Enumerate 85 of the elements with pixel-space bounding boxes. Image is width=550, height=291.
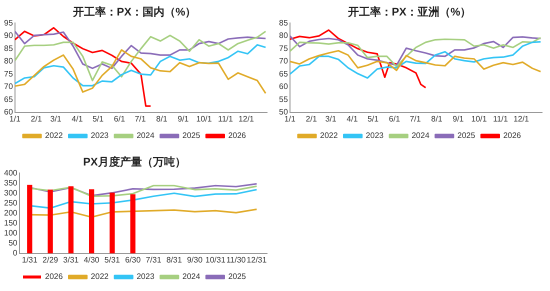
- y-tick-label: 90: [4, 31, 14, 40]
- x-tick-label: 4/1: [346, 114, 358, 124]
- legend-label: 2023: [136, 272, 155, 282]
- x-tick-label: 9/1: [452, 114, 464, 124]
- bar: [68, 186, 74, 254]
- chart-title: 开工率：PX：国内（%）: [72, 6, 196, 19]
- chart-title: 开工率：PX：亚洲（%）: [346, 6, 472, 19]
- x-tick-label: 6/1: [114, 114, 126, 124]
- x-tick-label: 9/30: [186, 255, 204, 264]
- legend-label: 2024: [136, 131, 155, 140]
- legend-label: 2025: [457, 131, 476, 140]
- y-tick-label: 85: [278, 18, 288, 28]
- x-tick-label: 8/1: [431, 114, 443, 124]
- legend-label: 2026: [45, 272, 64, 282]
- legend-label: 2022: [90, 272, 110, 282]
- y-tick-label: 55: [278, 94, 288, 104]
- legend-label: 2022: [45, 131, 64, 140]
- y-tick-label: 65: [4, 94, 14, 104]
- legend-label: 2023: [90, 131, 110, 140]
- x-tick-label: 7/1: [410, 114, 422, 124]
- x-tick-label: 12/1: [238, 114, 255, 124]
- x-tick-label: 4/1: [72, 114, 84, 124]
- y-tick-label: 80: [278, 31, 288, 40]
- y-tick-label: 60: [278, 82, 288, 92]
- y-tick-label: 400: [4, 168, 18, 178]
- y-tick-label: 95: [4, 18, 14, 28]
- x-tick-label: 4/30: [84, 255, 100, 264]
- x-tick-label: 10/1: [471, 114, 488, 124]
- y-tick-label: 250: [4, 198, 18, 208]
- y-tick-label: 0: [12, 248, 18, 258]
- y-tick-label: 80: [4, 56, 14, 66]
- bar: [110, 192, 115, 254]
- x-tick-label: 9/1: [178, 114, 190, 124]
- x-tick-label: 6/1: [388, 114, 401, 124]
- x-tick-label: 2/1: [30, 114, 42, 124]
- y-tick-label: 60: [4, 108, 14, 117]
- x-tick-label: 5/1: [367, 114, 380, 124]
- x-tick-label: 3/1: [50, 114, 62, 124]
- y-tick-label: 70: [278, 56, 288, 66]
- legend-label: 2025: [228, 272, 247, 282]
- y-tick-label: 75: [278, 44, 288, 53]
- legend-label: 2024: [412, 131, 430, 140]
- x-tick-label: 11/1: [492, 114, 508, 124]
- x-tick-label: 12/31: [246, 255, 268, 264]
- legend-label: 2023: [366, 131, 384, 140]
- x-tick-label: 11/30: [226, 255, 246, 264]
- x-tick-label: 1/1: [284, 114, 296, 124]
- legend-label: 2026: [503, 131, 522, 140]
- bar: [89, 189, 94, 254]
- x-tick-label: 3/31: [63, 255, 80, 264]
- legend-label: 2025: [182, 131, 201, 140]
- x-tick-label: 1/31: [22, 255, 38, 264]
- x-tick-label: 8/31: [166, 255, 182, 264]
- y-tick-label: 50: [278, 108, 288, 117]
- bar: [48, 190, 53, 254]
- x-tick-label: 5/1: [92, 114, 104, 124]
- y-tick-label: 85: [4, 44, 14, 53]
- x-tick-label: 3/1: [325, 114, 337, 124]
- x-tick-label: 7/31: [146, 255, 162, 264]
- y-tick-label: 300: [4, 188, 18, 198]
- bar: [130, 194, 136, 254]
- bar: [27, 184, 32, 254]
- x-tick-label: 2/29: [42, 255, 59, 264]
- y-tick-label: 100: [4, 228, 18, 238]
- chart-title: PX月度产量（万吨）: [83, 156, 186, 169]
- x-tick-label: 1/1: [9, 114, 22, 124]
- x-tick-label: 7/1: [134, 114, 146, 124]
- y-tick-label: 50: [8, 238, 18, 248]
- legend-label: 2022: [320, 131, 338, 140]
- x-tick-label: 10/1: [196, 114, 212, 124]
- x-tick-label: 8/1: [156, 114, 168, 124]
- x-tick-label: 12/1: [513, 114, 530, 124]
- y-tick-label: 150: [4, 218, 18, 228]
- y-tick-label: 350: [4, 178, 18, 188]
- y-tick-label: 65: [278, 69, 288, 78]
- legend-label: 2026: [228, 131, 247, 140]
- x-tick-label: 6/30: [125, 255, 142, 264]
- x-tick-label: 10/31: [205, 255, 226, 264]
- x-tick-label: 5/31: [104, 255, 121, 264]
- y-tick-label: 75: [4, 69, 14, 78]
- y-tick-label: 70: [4, 82, 14, 92]
- x-tick-label: 2/1: [306, 114, 318, 124]
- legend-label: 2024: [182, 272, 201, 282]
- y-tick-label: 200: [4, 208, 18, 218]
- x-tick-label: 11/1: [218, 114, 234, 124]
